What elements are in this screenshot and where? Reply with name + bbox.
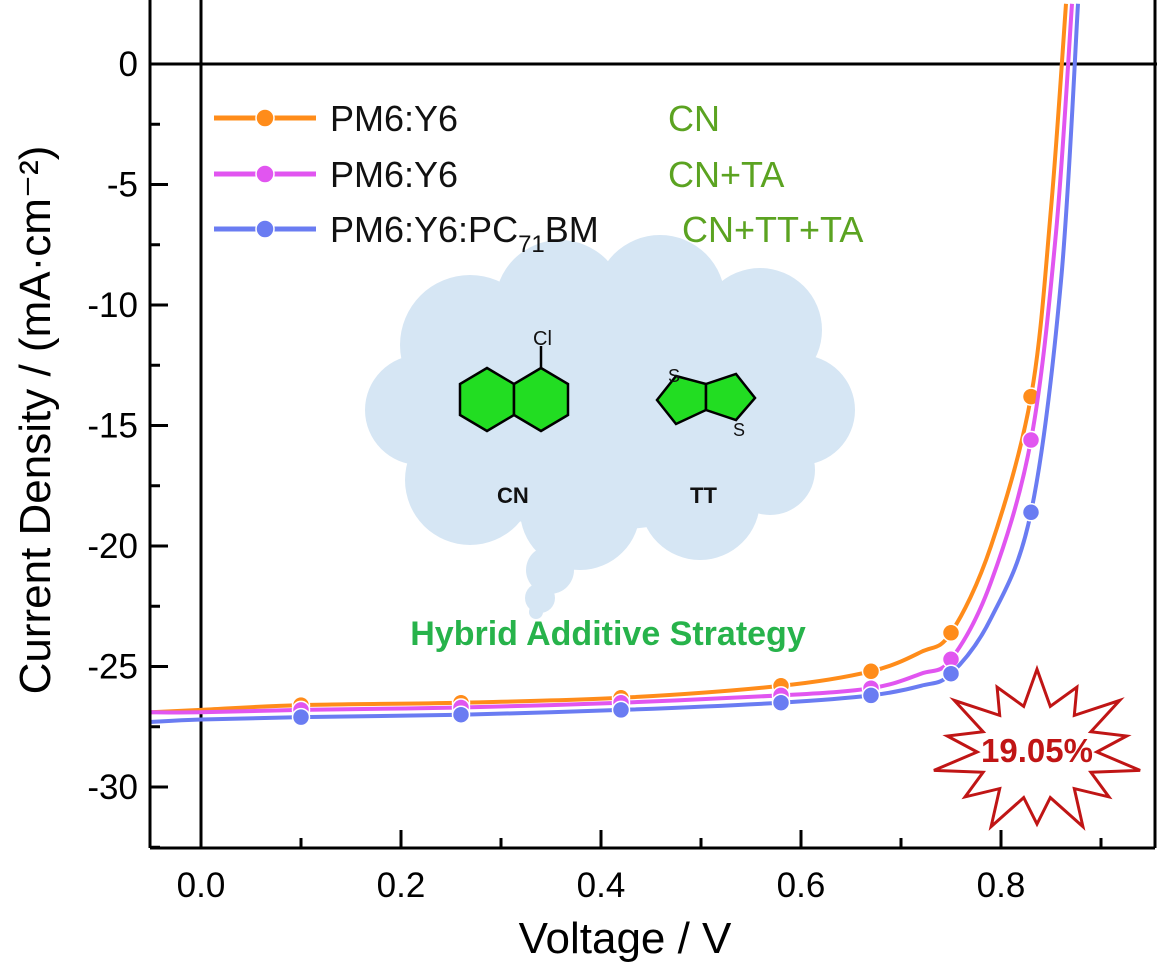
- legend-label-2: PM6:Y6: [330, 154, 458, 195]
- legend-entry-1: PM6:Y6 CN: [214, 98, 720, 139]
- y-tick-label-4: -15: [87, 407, 138, 446]
- x-tick-label-3: 0.4: [577, 866, 626, 905]
- legend-entry-3: PM6:Y6:PC71BM CN+TT+TA: [214, 209, 863, 258]
- legend-label-3: PM6:Y6:PC: [330, 209, 518, 250]
- series-3-point-3: [611, 700, 631, 720]
- legend-condition-3: CN+TT+TA: [682, 209, 863, 250]
- series-1-point-6: [941, 623, 961, 643]
- y-tick-label-1: 0: [119, 45, 138, 84]
- series-3-point-2: [451, 705, 471, 724]
- series-3-point-6: [941, 664, 961, 683]
- x-axis-title: Voltage / V: [519, 914, 732, 963]
- legend-condition-1: CN: [668, 98, 720, 139]
- svg-text:PM6:Y6: PM6:Y6: [330, 98, 458, 139]
- cn-molecule-label: CN: [497, 483, 529, 508]
- y-tick-label-5: -20: [87, 527, 138, 566]
- y-tick-label-3: -10: [87, 286, 138, 325]
- legend-label-3-tail: BM: [545, 209, 599, 250]
- legend-condition-2: CN+TA: [668, 154, 784, 195]
- svg-text:PM6:Y6:PC71BM: PM6:Y6:PC71BM: [330, 209, 599, 258]
- y-tick-label-2: -5: [107, 166, 138, 205]
- series-3: [150, 3, 1080, 727]
- series-3-point-1: [291, 707, 311, 727]
- efficiency-label: 19.05%: [981, 732, 1093, 769]
- legend: PM6:Y6 CN PM6:Y6 CN+TA PM6:Y6:PC71BM CN+…: [214, 98, 863, 258]
- s-atom-label-2: S: [733, 420, 745, 440]
- series-layer: [150, 3, 1080, 727]
- thought-cloud: [365, 235, 855, 619]
- x-tick-label-4: 0.6: [777, 866, 826, 905]
- x-tick-label-1: 0.0: [177, 866, 226, 905]
- ticks-layer: 0.0 0.2 0.4 0.6 0.8 0 -5 -10 -15 -20 -25 -30: [87, 45, 1103, 905]
- x-tick-label-2: 0.2: [377, 866, 426, 905]
- efficiency-burst: 19.05%: [933, 664, 1141, 831]
- cn-molecule-icon: Cl CN: [458, 328, 570, 508]
- legend-label-1: PM6:Y6: [330, 98, 458, 139]
- svg-text:PM6:Y6: PM6:Y6: [330, 154, 458, 195]
- series-2-point-7: [1021, 430, 1041, 450]
- tt-molecule-label: TT: [690, 483, 717, 508]
- legend-entry-2: PM6:Y6 CN+TA: [214, 154, 784, 195]
- series-3-point-7: [1021, 503, 1041, 522]
- series-1-point-5: [861, 662, 881, 681]
- series-3-point-4: [771, 693, 791, 712]
- y-tick-label-7: -30: [87, 768, 138, 807]
- strategy-label: Hybrid Additive Strategy: [410, 615, 806, 653]
- tt-molecule-icon: S S TT: [655, 366, 757, 508]
- cl-atom-label: Cl: [533, 328, 552, 350]
- x-tick-label-5: 0.8: [977, 866, 1026, 905]
- s-atom-label-1: S: [668, 366, 680, 386]
- series-3-point-5: [861, 686, 881, 705]
- legend-label-3-subscript: 71: [518, 231, 545, 258]
- y-axis-title: Current Density / (mA·cm⁻²): [11, 146, 60, 695]
- y-tick-label-6: -25: [87, 648, 138, 687]
